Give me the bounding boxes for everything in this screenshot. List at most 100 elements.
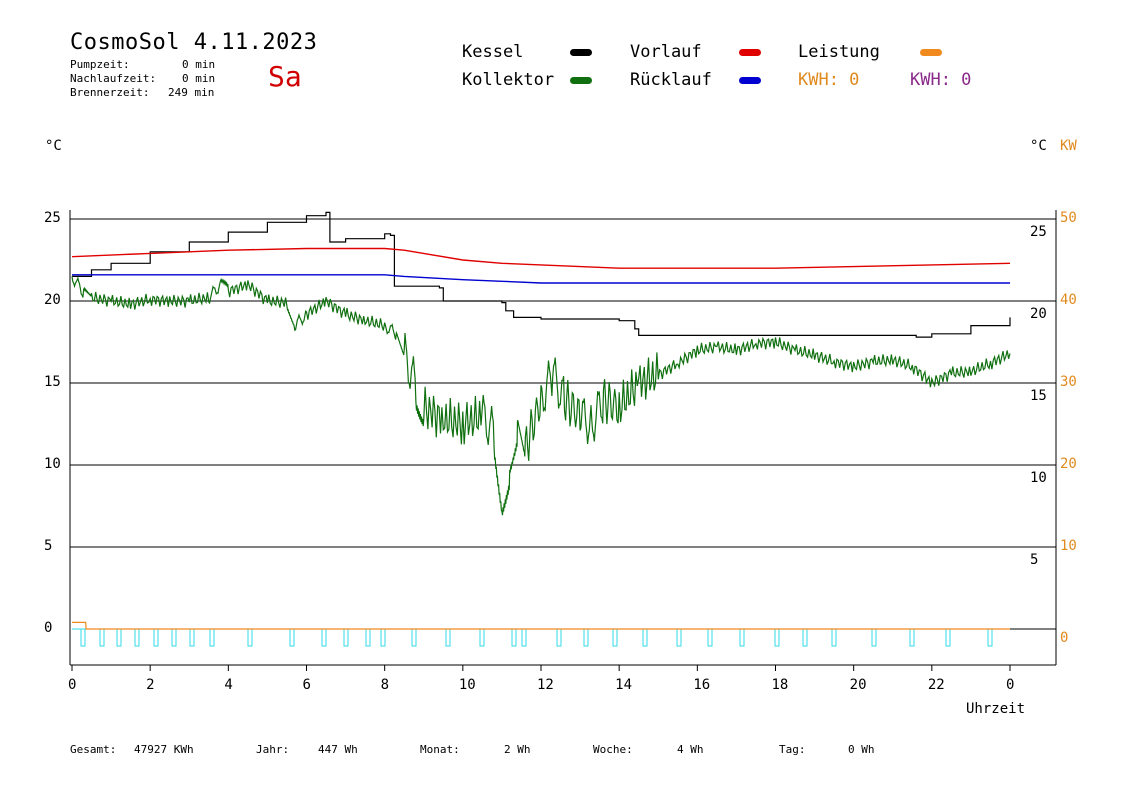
x-tick-label: 20 — [849, 677, 867, 693]
pump-pulse — [707, 628, 713, 647]
footer-jahr-value: 447 Wh — [318, 743, 358, 756]
pump-pulse — [247, 628, 253, 647]
x-tick-label: 4 — [224, 677, 233, 693]
x-tick-label: 2 — [146, 677, 155, 693]
legend-kollektor-label: Kollektor — [462, 70, 555, 90]
x-tick-label: 6 — [302, 677, 311, 693]
footer-tag-value: 0 Wh — [848, 743, 875, 756]
y-left-tick-label: 5 — [44, 538, 53, 554]
footer-monat-label: Monat: — [420, 743, 460, 756]
x-tick-label: 16 — [693, 677, 711, 693]
series-line-leistung — [72, 621, 1010, 630]
pump-pulse — [871, 628, 877, 647]
y-left-tick-label: 0 — [44, 620, 53, 636]
pump-pulse — [556, 628, 562, 647]
y-kw-tick-label: 20 — [1060, 456, 1077, 472]
pump-pulse — [99, 628, 105, 647]
legend-kwh-purple: KWH: 0 — [910, 70, 972, 90]
y-kw-tick-label: 10 — [1060, 538, 1077, 554]
legend-kessel-swatch — [570, 49, 592, 56]
x-axis-title: Uhrzeit — [966, 701, 1026, 717]
pump-pulse — [116, 628, 122, 647]
x-tick-label: 22 — [927, 677, 945, 693]
right-axis-unit: °C — [1030, 138, 1047, 154]
y-left-tick-label: 10 — [44, 456, 61, 472]
legend-kessel-label: Kessel — [462, 42, 524, 62]
series-line-vorlauf — [71, 247, 1011, 269]
series-line-kollektor — [71, 276, 1011, 516]
stat-nachlaufzeit-label: Nachlaufzeit: — [70, 72, 157, 85]
stat-pumpzeit-label: Pumpzeit: — [70, 58, 130, 71]
pump-pulse — [411, 628, 417, 647]
x-tick-label: 10 — [458, 677, 476, 693]
y-kw-tick-label: 40 — [1060, 292, 1077, 308]
series-line-ruecklauf — [72, 274, 1010, 284]
y-kw-tick-label: 50 — [1060, 210, 1077, 226]
y-right-tick-label: 10 — [1030, 470, 1047, 486]
pump-pulse — [479, 628, 485, 647]
y-right-tick-label: 25 — [1030, 224, 1047, 240]
footer-monat-value: 2 Wh — [504, 743, 531, 756]
pump-pulse — [676, 628, 682, 647]
x-tick-label: 18 — [771, 677, 789, 693]
y-kw-tick-label: 30 — [1060, 374, 1077, 390]
pump-pulse — [987, 628, 993, 647]
footer-woche-label: Woche: — [593, 743, 633, 756]
footer-tag-label: Tag: — [779, 743, 806, 756]
pump-pulse — [583, 628, 589, 647]
left-axis-unit: °C — [45, 138, 62, 154]
series-line-kessel — [72, 211, 1011, 338]
y-left-tick-label: 20 — [44, 292, 61, 308]
legend-ruecklauf-label: Rücklauf — [630, 70, 712, 90]
pump-pulse — [739, 628, 745, 647]
pump-pulse — [289, 628, 295, 647]
weekday-label: Sa — [268, 60, 302, 93]
footer-woche-value: 4 Wh — [677, 743, 704, 756]
y-right-tick-label: 15 — [1030, 388, 1047, 404]
pump-pulse — [802, 628, 808, 647]
pump-pulse — [445, 628, 451, 647]
y-left-tick-label: 15 — [44, 374, 61, 390]
legend-leistung-swatch — [920, 49, 942, 56]
y-right-tick-label: 5 — [1030, 552, 1039, 568]
footer-gesamt-value: 47927 KWh — [134, 743, 194, 756]
page-title: CosmoSol 4.11.2023 — [70, 30, 318, 55]
pump-pulse — [909, 628, 915, 647]
pump-pulse — [171, 628, 177, 647]
pump-pulse — [612, 628, 618, 647]
pump-pulse — [521, 628, 527, 647]
pump-pulse — [831, 628, 837, 647]
legend-kollektor-swatch — [570, 77, 592, 84]
footer-gesamt-label: Gesamt: — [70, 743, 117, 756]
x-tick-label: 8 — [380, 677, 390, 693]
legend-kwh-orange: KWH: 0 — [798, 70, 860, 90]
pump-pulse — [209, 628, 215, 647]
pump-pulse — [642, 628, 648, 647]
pump-pulse — [134, 628, 140, 647]
right-axis-unit-kw: KW — [1060, 138, 1077, 154]
pump-pulse — [321, 628, 327, 647]
pump-pulse — [343, 628, 349, 647]
legend-leistung-label: Leistung — [798, 42, 880, 62]
pump-pulse — [80, 628, 86, 647]
legend-vorlauf-swatch — [739, 49, 761, 56]
stat-pumpzeit-value: 0 min — [182, 58, 216, 71]
legend-vorlauf-label: Vorlauf — [630, 42, 702, 62]
x-tick-label: 0 — [68, 677, 77, 693]
pump-pulse — [380, 628, 386, 647]
y-left-tick-label: 25 — [44, 210, 61, 226]
footer-jahr-label: Jahr: — [256, 743, 290, 756]
y-kw-tick-label: 0 — [1060, 630, 1069, 646]
pump-pulse — [774, 628, 780, 647]
pump-pulse — [511, 628, 517, 647]
legend-ruecklauf-swatch — [739, 77, 761, 84]
pump-pulse — [189, 628, 195, 647]
stat-nachlaufzeit-value: 0 min — [182, 72, 216, 85]
pump-pulse — [365, 628, 371, 647]
y-right-tick-label: 20 — [1030, 306, 1047, 322]
pump-pulse — [153, 628, 159, 647]
x-tick-label: 0 — [1006, 677, 1015, 693]
pump-pulse — [945, 628, 951, 647]
stat-brennerzeit-label: Brennerzeit: — [70, 86, 150, 99]
